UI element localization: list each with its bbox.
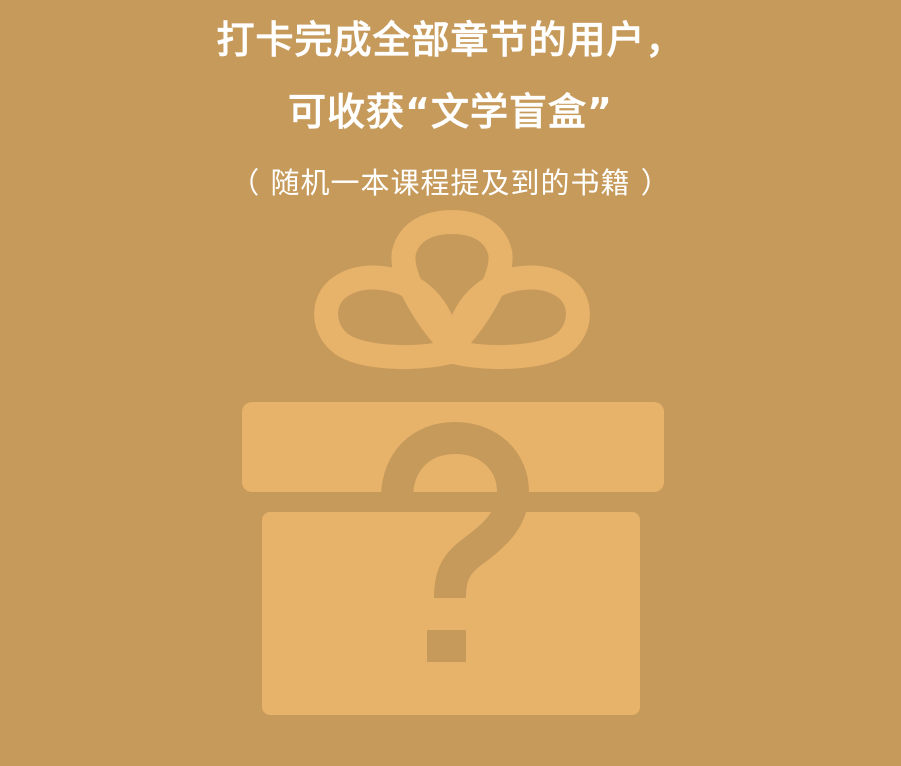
gift-bow <box>314 210 590 369</box>
gift-box-body <box>262 512 640 715</box>
question-mark-icon <box>381 422 529 662</box>
headline-line-1: 打卡完成全部章节的用户， <box>216 18 685 62</box>
headline-line-2: 可收获“文学盲盒” <box>288 90 613 134</box>
subtitle: （ 随机一本课程提及到的书籍 ） <box>230 166 671 200</box>
